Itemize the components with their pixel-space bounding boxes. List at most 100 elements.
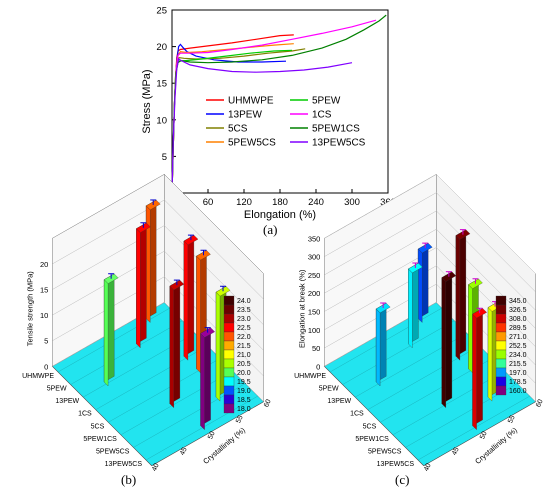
x-tick-label: 180 [272,197,288,208]
crystallinity-tick-label: 60 [263,398,273,408]
bar-front [183,240,189,361]
z-axis-label: Elongation at break (%) [297,269,306,348]
colorbar-swatch [495,367,507,378]
z-tick-label: 0 [44,362,48,371]
x-tick-label: 240 [308,197,324,208]
bar-front [468,284,473,374]
colorbar-label: 21.0 [237,352,251,359]
colorbar-swatch [495,376,507,387]
legend-label-5cs: 5CS [228,124,248,135]
legend-label-5pew5cs: 5PEW5CS [228,138,276,149]
y-tick-label: 5 [162,152,167,163]
colorbar-swatch [223,349,235,360]
colorbar-label: 160.0 [509,388,527,395]
crystallinity-tick-label: 40 [151,462,161,472]
crystallinity-tick-label: 40 [423,462,433,472]
caption-a: (a) [263,222,278,237]
colorbar-swatch [495,322,507,333]
colorbar-label: 21.5 [237,343,251,350]
colorbar-swatch [223,403,235,414]
grid-line [436,265,536,366]
colorbar-swatch [223,376,235,387]
colorbar-label: 326.5 [509,307,527,314]
crystallinity-tick-label: 50 [207,430,217,440]
tensile-strength-3d-chart: 0 5 10 15 20 UHMWPE 5PEW 13PEW 1CS 5CS 5PEW1CS 5PEW… [22,173,273,473]
y-tick-label: 15 [156,79,167,90]
colorbar-swatch [223,385,235,396]
crystallinity-tick-label: 45 [451,446,461,456]
series-line-5cs [171,48,306,194]
category-label: 5PEW5CS [96,448,130,455]
colorbar-swatch [223,340,235,351]
colorbar-swatch [223,304,235,315]
series-line-13pew5cs [171,58,353,194]
floor-grid [342,320,455,385]
crystallinity-tick-label: 60 [535,398,545,408]
colorbar-label: 22.0 [237,334,251,341]
colorbar-label: 19.0 [237,388,251,395]
colorbar-label: 23.0 [237,316,251,323]
stress-strain-chart: 0601201802403003600510152025Elongation (… [141,6,396,222]
plot-frame [171,9,389,194]
grid-line [436,192,536,293]
colorbar-swatch [223,394,235,405]
category-label: 1CS [78,411,92,418]
colorbar-label: 197.0 [509,370,527,377]
legend-label-5pew: 5PEW [312,96,341,107]
grid-line [436,302,536,402]
bar-front [169,285,174,409]
z-tick-label: 350 [308,234,321,243]
colorbar-swatch [223,358,235,369]
z-tick-label: 10 [40,311,48,320]
grid-line [436,229,536,329]
colorbar-swatch [495,331,507,342]
colorbar-label: 215.5 [509,361,527,368]
bar-front [215,291,221,402]
floor-grid [95,345,208,410]
grid-line [324,192,437,257]
colorbar-label: 22.5 [237,325,251,332]
colorbar-label: 23.5 [237,307,251,314]
colorbar-swatch [223,313,235,324]
colorbar-label: 20.5 [237,361,251,368]
bar-front [417,248,423,323]
grid-line [164,250,264,351]
z-axis-label: Tensile strength (MPa) [25,271,34,347]
x-tick-label: 60 [203,197,214,208]
colorbar-swatch [223,367,235,378]
floor-grid [70,320,183,385]
bar-front [408,268,413,349]
bar-front [196,255,201,374]
legend-label-uhmwpe: UHMWPE [228,96,274,107]
floor-grid [392,370,505,436]
category-label: 5CS [363,423,377,430]
floor-grid [367,345,480,410]
colorbar-swatch [495,358,507,369]
x-tick-label: 300 [344,197,360,208]
colorbar-label: 24.0 [237,298,251,305]
grid-line [324,228,437,294]
category-label: 13PEW5CS [105,461,143,468]
grid-line [52,199,165,265]
colorbar-swatch [223,331,235,342]
category-label: 1CS [350,411,364,418]
grid-line [436,174,536,274]
legend-label-5pew1cs: 5PEW1CS [312,124,360,135]
colorbar-swatch [495,349,507,360]
colorbar-swatch [495,385,507,396]
colorbar-label: 18.0 [237,406,251,413]
grid-line [164,302,264,402]
floor-grid [417,395,531,461]
z-tick-label: 200 [308,289,321,298]
category-label: UHMWPE [22,373,54,380]
colorbar-label: 19.5 [237,379,251,386]
legend-label-13pew: 13PEW [228,110,262,121]
colorbar-label: 271.0 [509,334,527,341]
category-label: 13PEW [55,398,79,405]
grid-line [436,210,536,311]
y-tick-label: 20 [156,42,167,53]
legend-label-1cs: 1CS [312,110,332,121]
bar-front [487,307,493,402]
y-axis-label: Stress (MPa) [141,69,153,133]
